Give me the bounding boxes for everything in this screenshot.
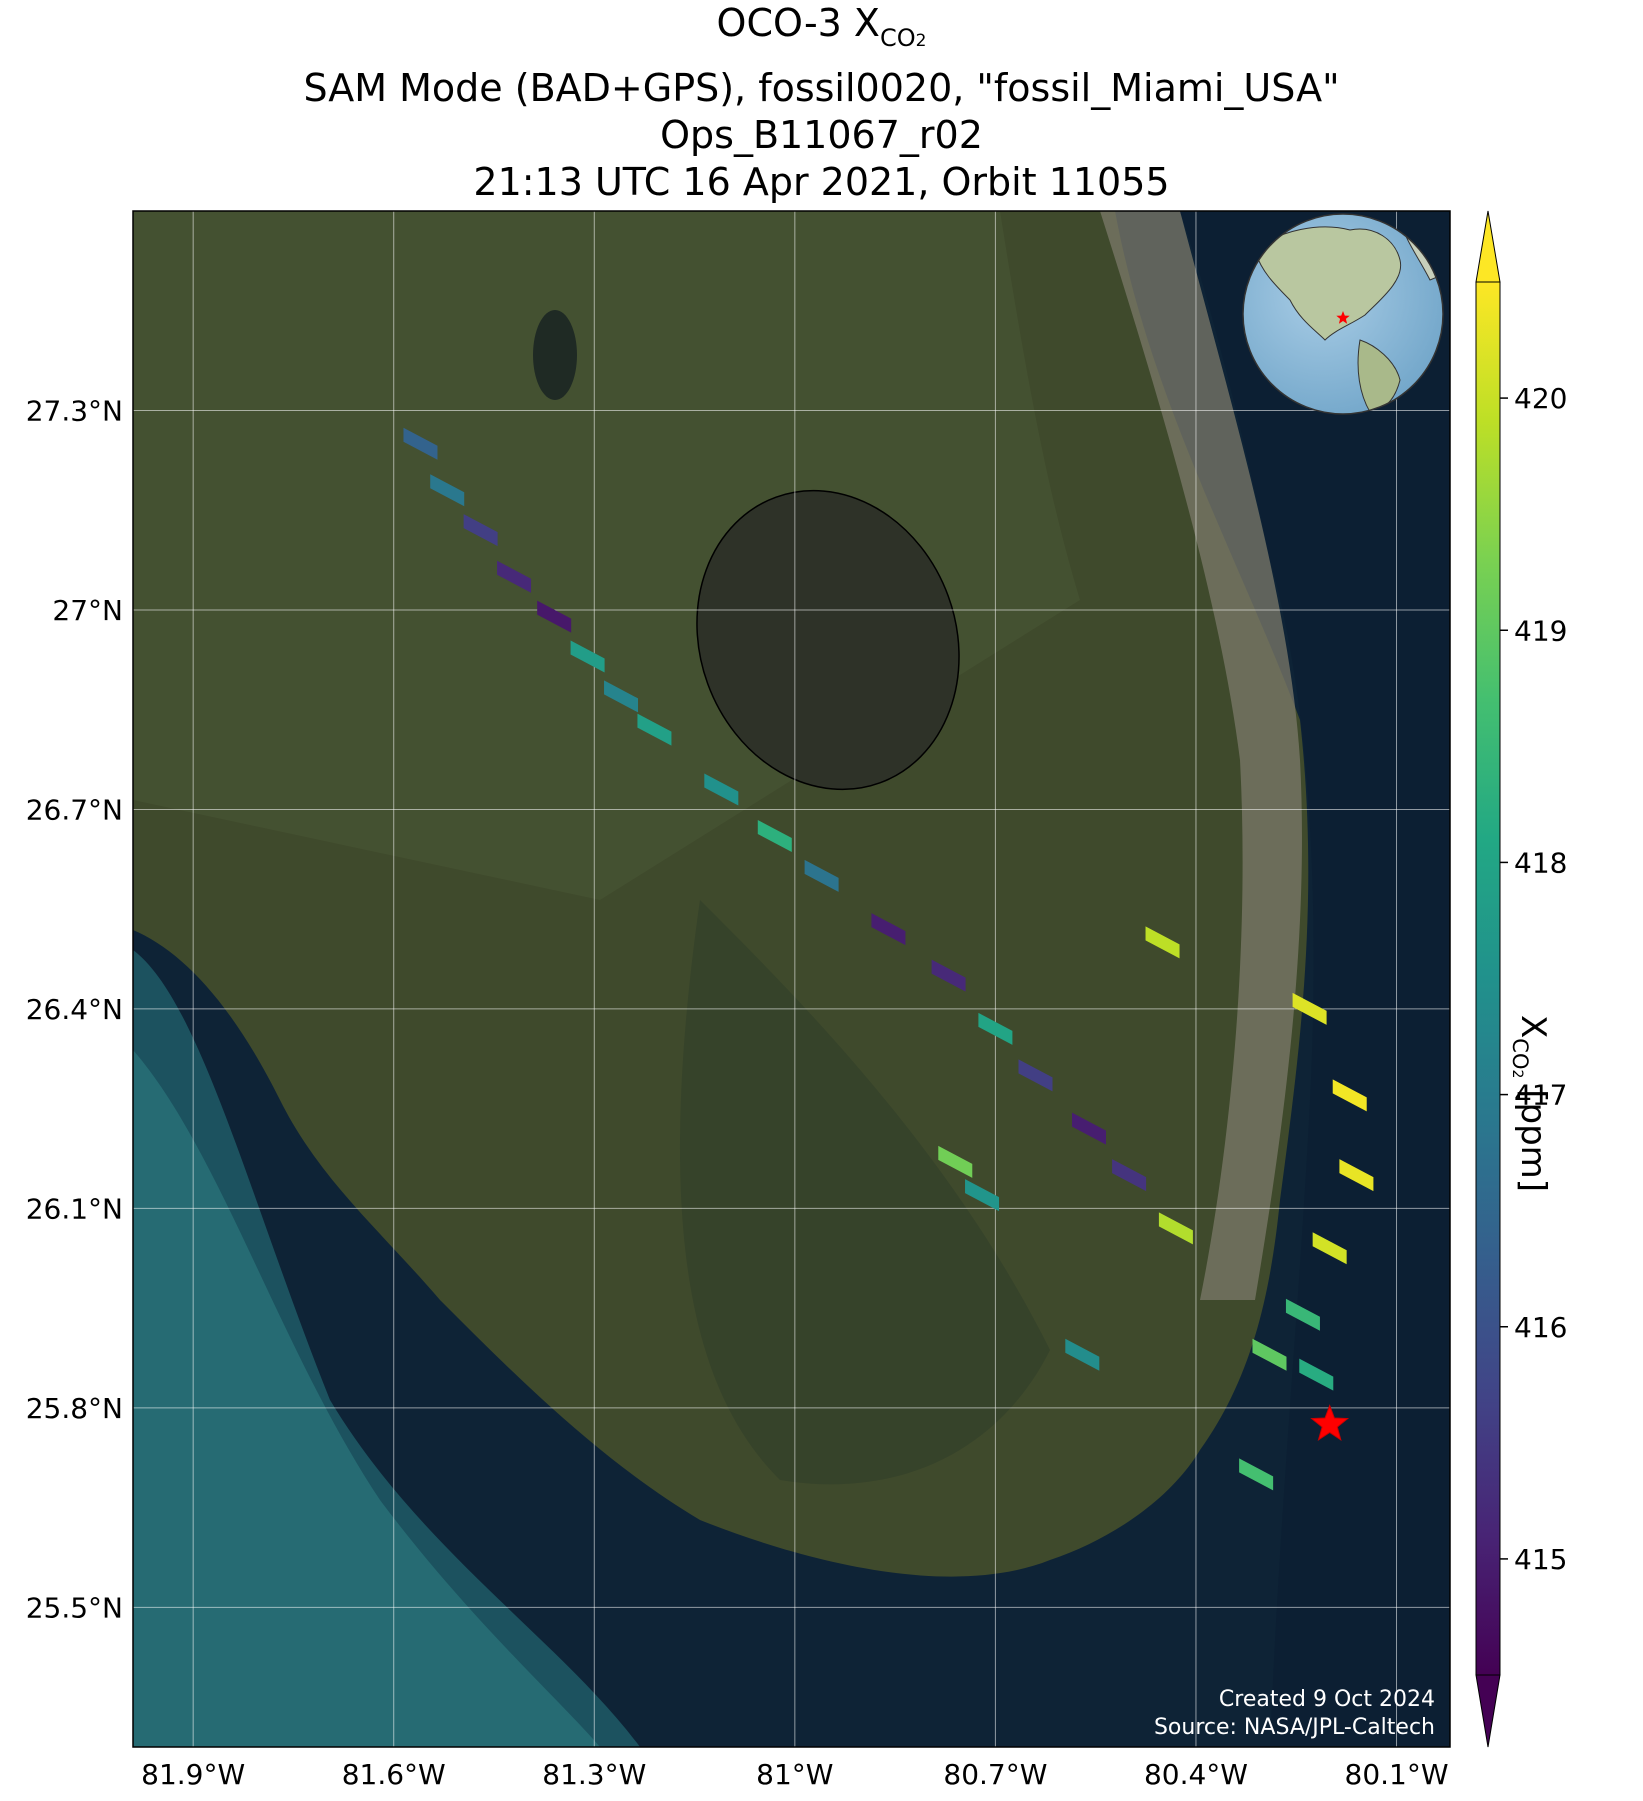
sounding-footprint: [570, 640, 605, 673]
everglades: [679, 900, 1050, 1485]
map-panel: Created 9 Oct 2024 Source: NASA/JPL-Calt…: [133, 211, 1450, 1747]
lake-okeechobee: [696, 489, 960, 791]
map-frame: [132, 210, 1451, 1748]
sounding-footprint: [1158, 1212, 1193, 1245]
sounding-footprint: [1112, 1159, 1147, 1192]
axis-ticks: 81.9°W 81.6°W 81.3°W 81°W 80.7°W 80.4°W 80.1°W…: [26, 394, 1449, 1791]
sounding-footprint: [1312, 1232, 1347, 1265]
colorbar-extend-max: [1475, 210, 1501, 283]
sounding-footprint: [537, 600, 572, 633]
lon-tick-label: 80.4°W: [1144, 1758, 1248, 1791]
sounding-footprint: [430, 474, 465, 507]
colorbar-tick-label: 420: [1514, 382, 1567, 415]
sounding-footprint: [704, 773, 739, 806]
colorbar-tick-label: 419: [1514, 614, 1567, 647]
sounding-footprint: [757, 820, 792, 853]
sounding-footprint: [1239, 1458, 1274, 1491]
colorbar-label: XCO2 [ppm]: [1508, 1015, 1553, 1193]
lon-tick-label: 81.6°W: [342, 1758, 446, 1791]
lon-tick-label: 81.3°W: [542, 1758, 646, 1791]
title-line-2: SAM Mode (BAD+GPS), fossil0020, "fossil_…: [303, 66, 1340, 110]
lat-tick-label: 26.4°N: [26, 993, 123, 1026]
sounding-footprint: [871, 913, 906, 946]
atlantic-ocean: [1180, 211, 1450, 1747]
colorbar: 415 416 417 418 419 420: [1475, 210, 1567, 1748]
sounding-footprint: [1145, 926, 1180, 959]
lat-tick-label: 26.7°N: [26, 793, 123, 826]
colorbar-tick-label: 415: [1514, 1543, 1567, 1576]
lat-tick-label: 25.5°N: [26, 1591, 123, 1624]
lake-istokpoga: [533, 310, 577, 400]
north-america: [1254, 226, 1402, 341]
sounding-footprint: [604, 680, 639, 713]
lat-tick-label: 27.3°N: [26, 394, 123, 427]
lat-tick-label: 27°N: [52, 594, 123, 627]
globe-star-icon: [1336, 311, 1350, 324]
title-line-3: Ops_B11067_r02: [660, 113, 983, 157]
sounding-footprint: [463, 514, 498, 547]
figure-title: OCO-3 XCO2 SAM Mode (BAD+GPS), fossil002…: [0, 0, 1643, 206]
lon-tick-label: 81.9°W: [141, 1758, 245, 1791]
sounding-footprint: [637, 713, 672, 746]
credit-created: Created 9 Oct 2024: [1219, 1687, 1435, 1712]
red-star-icon: [1310, 1404, 1350, 1442]
sounding-footprint: [978, 1012, 1013, 1045]
sounding-footprint: [804, 859, 839, 892]
lon-tick-label: 80.7°W: [943, 1758, 1047, 1791]
colorbar-tick-label: 417: [1514, 1079, 1567, 1112]
gulf-turquoise-water: [133, 1050, 600, 1747]
sounding-footprint: [931, 959, 966, 992]
colorbar-tick-label: 416: [1514, 1311, 1567, 1344]
colorbar-ticks: 415 416 417 418 419 420: [1500, 382, 1567, 1576]
sounding-footprint: [1065, 1338, 1100, 1371]
sounding-footprint: [1332, 1079, 1367, 1112]
title-line-4: 21:13 UTC 16 Apr 2021, Orbit 11055: [473, 160, 1170, 204]
sounding-footprint: [1071, 1112, 1106, 1145]
east-coast-urban: [1100, 211, 1302, 1300]
gridlines: [133, 211, 1450, 1747]
colorbar-tick-label: 418: [1514, 846, 1567, 879]
sounding-footprint: [1285, 1298, 1320, 1331]
globe-inset: [1242, 213, 1444, 415]
lon-tick-label: 80.1°W: [1345, 1758, 1449, 1791]
colorbar-gradient: [1475, 281, 1501, 1676]
credit-source: Source: NASA/JPL-Caltech: [1154, 1715, 1435, 1740]
sounding-footprint: [1292, 992, 1327, 1025]
sounding-footprint: [403, 427, 438, 460]
sounding-footprint: [497, 560, 532, 593]
globe-outline: [1242, 213, 1444, 415]
sounding-footprint: [1252, 1338, 1287, 1371]
sounding-footprint: [1018, 1059, 1053, 1092]
sounding-footprint: [938, 1145, 973, 1178]
sounding-footprint: [965, 1179, 1000, 1212]
lat-tick-label: 25.8°N: [26, 1392, 123, 1425]
lat-tick-label: 26.1°N: [26, 1192, 123, 1225]
sounding-footprint: [1299, 1358, 1334, 1391]
xco2-soundings: [403, 427, 1374, 1491]
sounding-footprint: [1339, 1159, 1374, 1192]
title-line-1: OCO-3 XCO2: [716, 1, 927, 52]
lon-tick-label: 81°W: [756, 1758, 833, 1791]
colorbar-extend-min: [1475, 1674, 1501, 1748]
